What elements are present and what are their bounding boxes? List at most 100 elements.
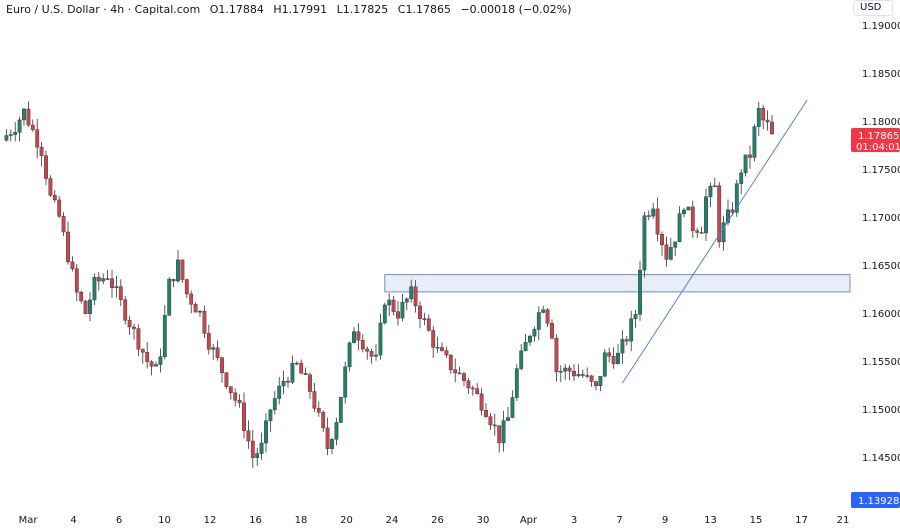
candle <box>391 295 396 316</box>
candle <box>382 302 387 325</box>
candle-body <box>224 372 229 387</box>
candle <box>343 361 348 404</box>
resistance-zone[interactable] <box>384 274 851 293</box>
candle <box>492 413 497 436</box>
candle-body <box>92 277 97 301</box>
candle-body <box>488 416 493 426</box>
candle <box>13 122 18 142</box>
candle <box>501 410 506 452</box>
candle <box>708 182 713 207</box>
candle-body <box>558 371 563 373</box>
candle-body <box>17 119 22 133</box>
candle <box>136 324 141 357</box>
candle <box>286 376 290 388</box>
time-tick-label: 26 <box>431 515 444 526</box>
candle-body <box>501 420 506 444</box>
ohlc-low: L1.17825 <box>336 3 389 16</box>
candle-body <box>180 259 185 280</box>
candle-body <box>545 309 550 324</box>
candle-body <box>391 299 396 312</box>
candle <box>162 305 167 360</box>
candle <box>110 269 114 298</box>
time-tick-label: 18 <box>295 515 308 526</box>
candle <box>330 437 334 455</box>
candle <box>369 348 374 364</box>
candle <box>611 347 616 369</box>
candle <box>92 273 97 305</box>
candle <box>400 293 405 322</box>
candle-body <box>321 412 326 429</box>
candle <box>242 392 246 439</box>
candle <box>523 334 528 352</box>
candle-body <box>514 368 519 398</box>
candle <box>66 221 70 265</box>
candle <box>83 300 88 315</box>
trendline[interactable] <box>621 99 808 384</box>
candle <box>567 365 572 381</box>
candle-body <box>765 119 770 123</box>
candle <box>360 334 365 353</box>
candle <box>690 200 695 238</box>
symbol-title[interactable]: Euro / U.S. Dollar · 4h · Capital.com <box>6 3 201 16</box>
candle <box>44 150 48 185</box>
candle <box>158 348 163 373</box>
candle-body <box>299 362 304 374</box>
candle-body <box>690 206 695 231</box>
candle <box>61 212 66 237</box>
candle-body <box>695 230 700 233</box>
candle-body <box>347 342 352 368</box>
candle <box>519 344 524 371</box>
candle <box>396 301 400 326</box>
candle <box>290 355 295 385</box>
candle <box>30 119 35 132</box>
candle <box>466 377 471 394</box>
candle-body <box>466 380 471 389</box>
time-axis[interactable]: Mar 4 6 10 12 16 18 20 24 26 30 Apr 3 7 9 13 15 17 21 <box>19 515 850 526</box>
candle <box>250 429 255 468</box>
candle <box>748 145 752 169</box>
candle-body <box>426 318 431 331</box>
candle <box>475 383 480 395</box>
candle <box>140 348 145 364</box>
candle <box>404 297 409 311</box>
candle <box>154 361 158 367</box>
candle-body <box>110 278 114 288</box>
candle-body <box>8 134 13 136</box>
candle-body <box>756 108 761 127</box>
candle <box>554 334 559 382</box>
time-tick-label: Apr <box>520 515 538 526</box>
candle-body <box>312 391 317 409</box>
candle-body <box>184 279 189 295</box>
candle-body <box>580 374 585 376</box>
candle-body <box>506 417 510 421</box>
candle <box>35 118 40 159</box>
candle <box>444 346 449 358</box>
candle-body <box>30 124 35 130</box>
time-tick-label: 16 <box>249 515 262 526</box>
currency-button[interactable]: USD <box>853 0 893 16</box>
candle <box>462 371 466 387</box>
candle-body <box>418 305 422 319</box>
candle-body <box>127 320 132 328</box>
time-tick-label: 10 <box>158 515 171 526</box>
candle <box>374 344 378 361</box>
candle-body <box>378 322 383 356</box>
price-axis[interactable]: 1.19000 1.18500 1.18000 1.17500 1.17000 1.165… <box>851 21 900 508</box>
candle-body <box>739 172 744 184</box>
candle <box>770 115 774 135</box>
candle-body <box>708 185 713 198</box>
candle-body <box>629 318 634 342</box>
candle <box>206 324 211 355</box>
candle-body <box>277 385 282 399</box>
candle <box>695 227 700 238</box>
candles <box>4 101 774 468</box>
time-tick-label: 20 <box>340 515 353 526</box>
candle-body <box>440 347 444 351</box>
candle <box>211 343 216 361</box>
candle-body <box>44 155 48 179</box>
candle-body <box>171 278 176 282</box>
candle <box>435 336 440 353</box>
candle <box>356 323 361 351</box>
candle <box>580 369 585 379</box>
